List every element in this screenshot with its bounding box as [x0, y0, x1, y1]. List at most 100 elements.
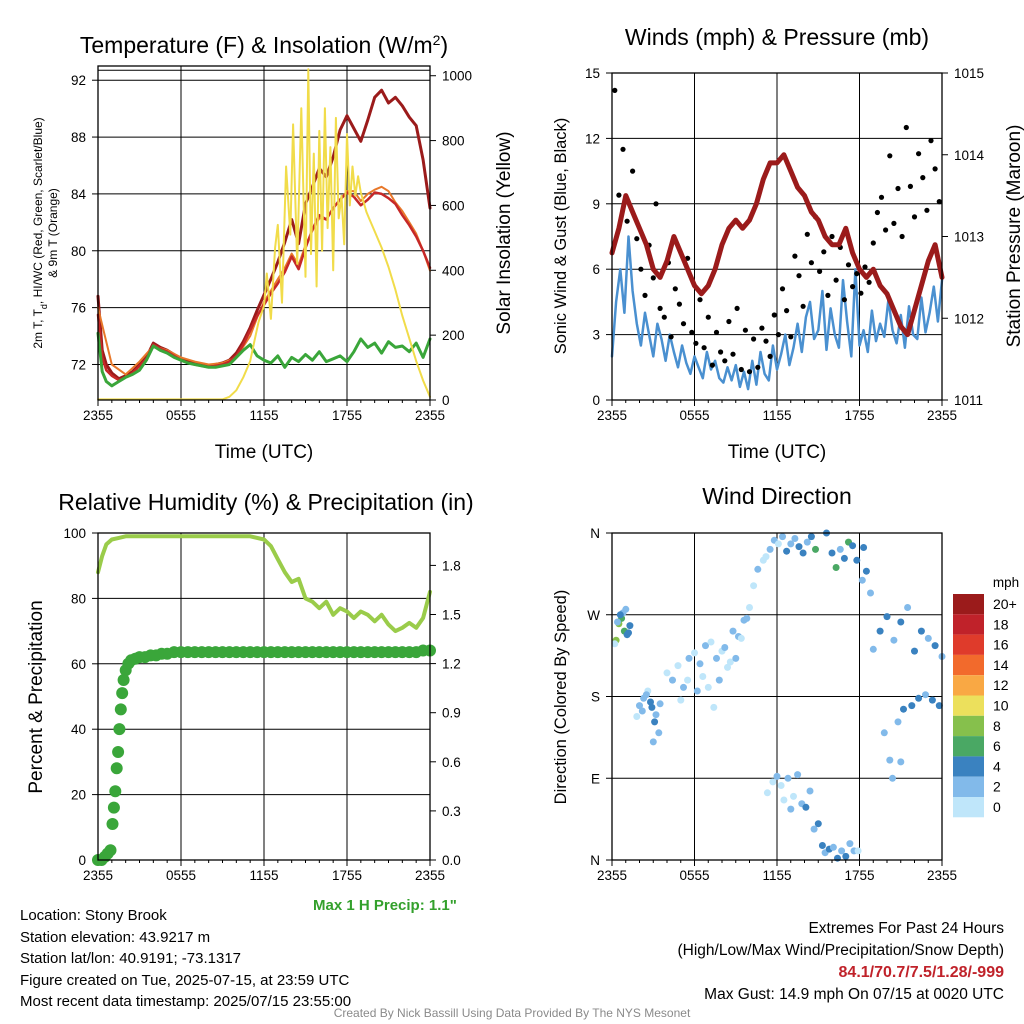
temp-ytick-label: 88 [71, 130, 86, 145]
wind-gust-point [916, 151, 922, 157]
rh-precip-point [107, 801, 120, 814]
wind-gust-point [620, 146, 626, 152]
temp-title-end: ) [440, 32, 448, 58]
wind-gust-point [746, 369, 753, 375]
max-gust-text: Max Gust: 14.9 mph On 07/15 at 0020 UTC [704, 986, 1004, 1003]
wind-gust-point [850, 284, 856, 290]
wind-gust-point [653, 201, 659, 207]
dir-point [886, 756, 894, 764]
wind-gust-point [642, 292, 648, 298]
rh-xtick-label: 2355 [83, 868, 113, 883]
dir-point [806, 787, 814, 795]
wind-gust-point [650, 275, 656, 281]
temp-ytick-right-label: 1000 [442, 69, 472, 84]
dir-xtick-label: 2355 [927, 868, 957, 883]
rh-plot-area: 2355 0555 1155 1755 23550204060801000.00.30.… [63, 526, 460, 883]
dir-point [928, 696, 936, 704]
dir-point [774, 540, 782, 548]
wind-ytick-label: 12 [585, 131, 600, 146]
wind-gust-point [713, 329, 720, 335]
dir-point [828, 549, 836, 557]
dir-point [674, 662, 682, 670]
temp-xtick-label: 2355 [83, 408, 113, 423]
dir-point [780, 796, 788, 804]
dir-point [663, 669, 671, 677]
dir-point [834, 854, 841, 862]
location-text: Location: Stony Brook [20, 907, 167, 924]
dir-point [746, 604, 753, 611]
dir-xtick-label: 1155 [762, 868, 791, 883]
dir-point [862, 567, 870, 575]
wind-gust-point [920, 175, 926, 181]
dir-point [924, 634, 932, 642]
rh-xtick-label: 0555 [166, 868, 196, 883]
wind-gust-point [829, 233, 835, 240]
legend-swatch [953, 797, 984, 818]
legend-label: 10 [993, 698, 1009, 714]
wind-gust-point [821, 249, 827, 255]
wind-gust-point [833, 277, 839, 283]
wind-gust-point [854, 271, 860, 277]
dir-point [638, 707, 646, 715]
wind-gust-point [825, 292, 831, 298]
rh-precip-point [117, 674, 130, 686]
temp-ytick-right-label: 800 [442, 134, 465, 149]
rh-title: Relative Humidity (%) & Precipitation (i… [58, 489, 473, 515]
rh-ylabel: Percent & Precipitation [26, 600, 47, 793]
dir-point [897, 758, 905, 766]
dir-point [729, 627, 737, 635]
dir-point [715, 676, 723, 684]
dir-point [840, 554, 848, 562]
dir-point [704, 683, 712, 691]
rh-frame [97, 532, 431, 861]
legend-label: 18 [993, 616, 1009, 632]
wind-gust-point [841, 297, 848, 303]
dir-point [732, 654, 740, 662]
temp-ylabel-part: d [39, 304, 49, 309]
wind-gust-point [693, 340, 699, 346]
dir-point [636, 702, 643, 710]
dir-point [931, 642, 939, 650]
wind-gust-point [672, 286, 678, 292]
wind-gust-point [730, 351, 736, 357]
wind-gust-point [907, 183, 914, 189]
rh-xtick-label: 2355 [415, 868, 445, 883]
dir-point [917, 627, 925, 635]
wind-gust-point [800, 303, 806, 309]
station-info: Location: Stony Brook Station elevation:… [20, 905, 351, 1013]
temp-ytick-right-label: 200 [442, 328, 465, 343]
wind-gust-point [845, 262, 852, 268]
dir-point [779, 533, 786, 541]
wind-frame [611, 72, 943, 401]
dir-ytick-label: N [590, 526, 600, 541]
legend-swatch [953, 715, 984, 737]
dir-point [897, 618, 905, 626]
dir-ylabel: Direction (Colored By Speed) [552, 590, 570, 805]
rh-series-line-0 [96, 534, 432, 634]
extremes-values: 84.1/70.7/7.5/1.28/-999 [838, 964, 1004, 981]
dir-point [869, 645, 877, 653]
wind-gust-point [657, 305, 663, 311]
dir-point [803, 538, 811, 546]
rh-precip-point [113, 723, 126, 736]
dir-point [724, 663, 731, 671]
wind-gust-point [755, 364, 761, 370]
rh-ytick-right-label: 0.6 [442, 755, 461, 770]
wind-ytick-right-label: 1012 [954, 311, 984, 326]
dir-point [625, 629, 632, 637]
wind-gust-point [808, 260, 815, 266]
rh-precip-point [106, 818, 119, 830]
wind-gust-point [932, 166, 938, 172]
wind-gust-point [858, 290, 864, 296]
legend-swatch [953, 776, 984, 797]
temp-xtick-label: 1155 [249, 408, 278, 423]
wind-gust-point [767, 353, 773, 359]
wind-gust-point [661, 314, 667, 320]
dir-point [812, 545, 819, 553]
legend-swatch [953, 675, 984, 696]
dir-point [684, 676, 692, 684]
wind-gust-point [722, 358, 728, 364]
wind-gust-point [759, 325, 765, 331]
dir-xtick-label: 1755 [844, 868, 874, 883]
